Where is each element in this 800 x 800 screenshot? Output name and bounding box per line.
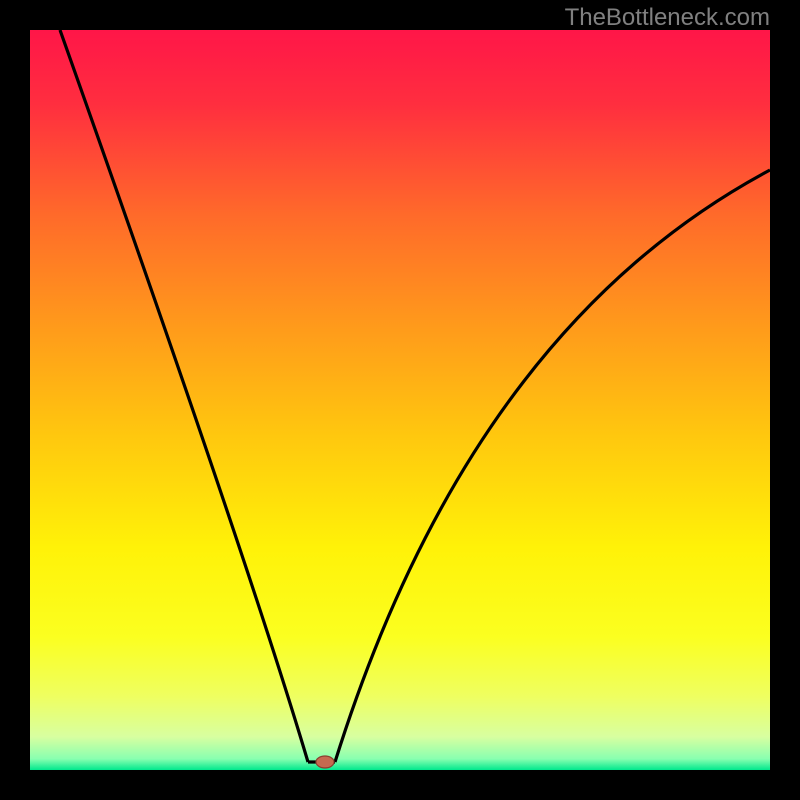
plot-gradient-background [30, 30, 770, 770]
watermark-text: TheBottleneck.com [565, 4, 770, 32]
chart-container: TheBottleneck.com [0, 0, 800, 800]
